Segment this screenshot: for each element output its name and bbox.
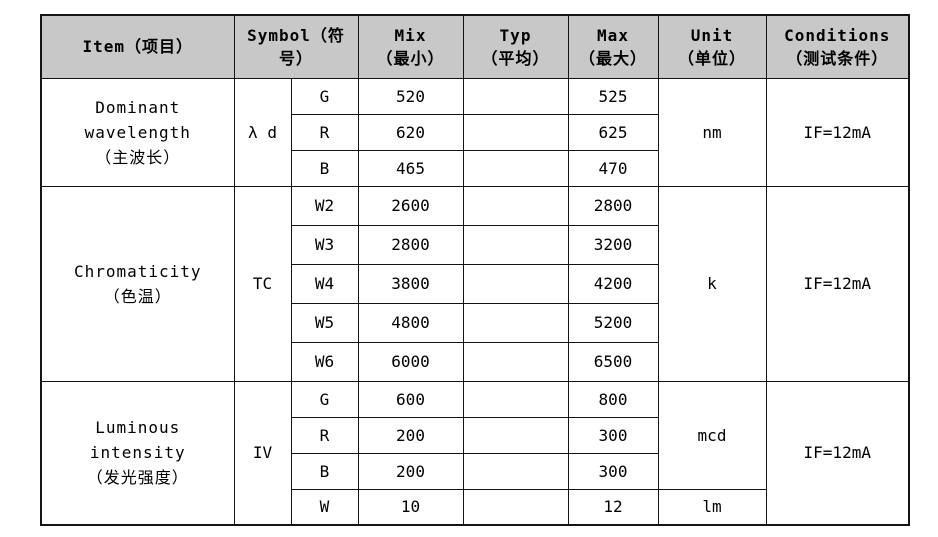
item-luminous-intensity: Luminous intensity （发光强度） [40, 380, 235, 526]
header-max: Max （最大） [567, 14, 659, 79]
channel-b: B [290, 149, 359, 187]
conditions-value: IF=12mA [765, 185, 910, 382]
typ-value [462, 341, 569, 382]
max-value: 470 [567, 149, 659, 187]
table-row: Chromaticity （色温） TC W2 2600 2800 k IF=1… [40, 185, 910, 382]
header-unit: Unit （单位） [657, 14, 767, 79]
channel-w6: W6 [290, 341, 359, 382]
item-chromaticity: Chromaticity （色温） [40, 185, 235, 382]
symbol-iv: IV [233, 380, 292, 526]
max-value: 3200 [567, 224, 659, 265]
unit-lm: lm [657, 488, 767, 526]
typ-value [462, 380, 569, 418]
channel-g: G [290, 77, 359, 115]
channel-r: R [290, 113, 359, 151]
conditions-value: IF=12mA [765, 380, 910, 526]
table-row: W 10 12 lm [41, 488, 909, 526]
typ-value [462, 149, 569, 187]
channel-g: G [290, 380, 359, 418]
max-value: 300 [567, 416, 659, 454]
header-typ: Typ （平均） [462, 14, 569, 79]
table-row: R 620 625 [41, 113, 909, 151]
table-row: W5 4800 5200 [41, 302, 909, 343]
typ-value [462, 185, 569, 226]
max-value: 300 [567, 452, 659, 490]
unit-nm: nm [657, 77, 767, 187]
typ-value [462, 416, 569, 454]
header-symbol: Symbol（符 号） [233, 14, 359, 79]
typ-value [462, 263, 569, 304]
channel-r: R [290, 416, 359, 454]
max-value: 5200 [567, 302, 659, 343]
typ-value [462, 77, 569, 115]
min-value: 6000 [357, 341, 464, 382]
min-value: 3800 [357, 263, 464, 304]
unit-mcd: mcd [657, 380, 767, 490]
table-row: W6 6000 6500 [41, 341, 909, 382]
max-value: 625 [567, 113, 659, 151]
typ-value [462, 452, 569, 490]
channel-w2: W2 [290, 185, 359, 226]
min-value: 2600 [357, 185, 464, 226]
min-value: 600 [357, 380, 464, 418]
spec-table: Item（项目） Symbol（符 号） Mix （最小） Typ （平均） M… [40, 14, 910, 526]
max-value: 6500 [567, 341, 659, 382]
min-value: 620 [357, 113, 464, 151]
header-conditions: Conditions （测试条件） [765, 14, 910, 79]
min-value: 4800 [357, 302, 464, 343]
typ-value [462, 302, 569, 343]
typ-value [462, 224, 569, 265]
item-dominant-wavelength: Dominant wavelength （主波长） [40, 77, 235, 187]
max-value: 800 [567, 380, 659, 418]
typ-value [462, 488, 569, 526]
max-value: 2800 [567, 185, 659, 226]
header-item: Item（项目） [40, 14, 235, 79]
typ-value [462, 113, 569, 151]
symbol-lambda-d: λ d [233, 77, 292, 187]
symbol-tc: TC [233, 185, 292, 382]
min-value: 200 [357, 452, 464, 490]
unit-k: k [657, 185, 767, 382]
min-value: 200 [357, 416, 464, 454]
table-row: W4 3800 4200 [41, 263, 909, 304]
max-value: 525 [567, 77, 659, 115]
channel-w3: W3 [290, 224, 359, 265]
min-value: 2800 [357, 224, 464, 265]
conditions-value: IF=12mA [765, 77, 910, 187]
table-row: Dominant wavelength （主波长） λ d G 520 525 … [40, 77, 910, 187]
max-value: 4200 [567, 263, 659, 304]
min-value: 465 [357, 149, 464, 187]
channel-w: W [290, 488, 359, 526]
channel-w4: W4 [290, 263, 359, 304]
table-row: B 465 470 [41, 149, 909, 187]
min-value: 10 [357, 488, 464, 526]
channel-w5: W5 [290, 302, 359, 343]
header-row: Item（项目） Symbol（符 号） Mix （最小） Typ （平均） M… [40, 14, 910, 79]
table-row: Luminous intensity （发光强度） IV G 600 800 m… [40, 380, 910, 526]
max-value: 12 [567, 488, 659, 526]
channel-b: B [290, 452, 359, 490]
header-mix: Mix （最小） [357, 14, 464, 79]
min-value: 520 [357, 77, 464, 115]
table-row: W3 2800 3200 [41, 224, 909, 265]
